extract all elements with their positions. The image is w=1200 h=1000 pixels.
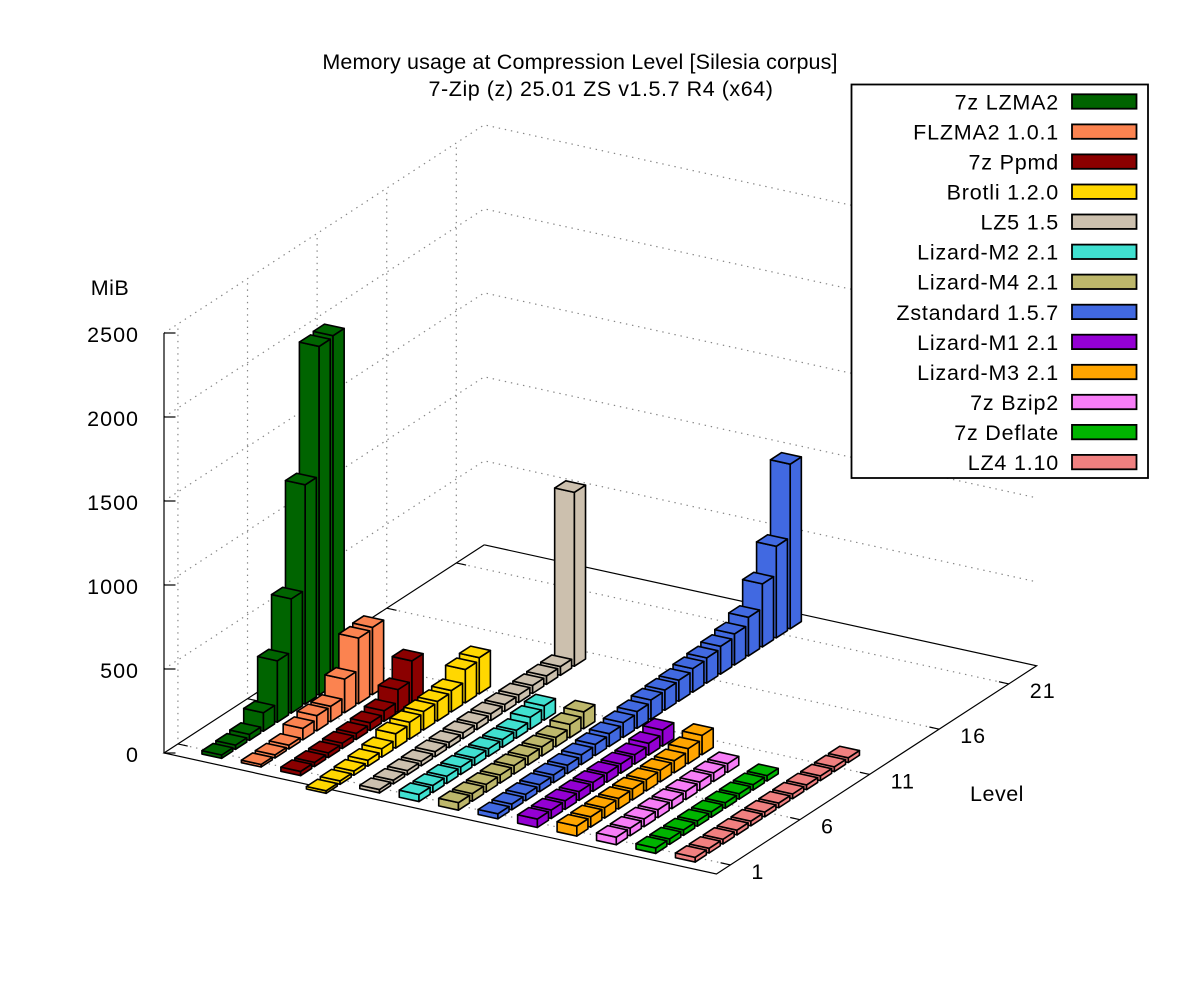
svg-text:6: 6 <box>821 815 834 839</box>
svg-text:1500: 1500 <box>87 491 139 515</box>
svg-text:LZ5 1.5: LZ5 1.5 <box>980 211 1059 235</box>
svg-text:Lizard-M1 2.1: Lizard-M1 2.1 <box>917 331 1059 355</box>
svg-text:21: 21 <box>1030 679 1056 703</box>
svg-text:0: 0 <box>126 743 139 767</box>
svg-text:7z LZMA2: 7z LZMA2 <box>955 90 1059 114</box>
svg-text:Memory usage at Compression Le: Memory usage at Compression Level [Siles… <box>322 50 837 74</box>
svg-text:7z Ppmd: 7z Ppmd <box>969 151 1059 175</box>
svg-text:1000: 1000 <box>87 575 139 599</box>
svg-text:1: 1 <box>751 860 764 884</box>
svg-text:Brotli 1.2.0: Brotli 1.2.0 <box>947 181 1059 205</box>
svg-text:11: 11 <box>891 769 915 793</box>
svg-text:Lizard-M3 2.1: Lizard-M3 2.1 <box>917 361 1059 385</box>
svg-text:FLZMA2 1.0.1: FLZMA2 1.0.1 <box>913 121 1059 145</box>
svg-text:2500: 2500 <box>87 323 139 347</box>
svg-text:MiB: MiB <box>91 276 130 300</box>
svg-text:16: 16 <box>960 724 986 748</box>
svg-text:7z Bzip2: 7z Bzip2 <box>970 391 1059 415</box>
svg-text:500: 500 <box>100 659 139 683</box>
svg-text:Zstandard 1.5.7: Zstandard 1.5.7 <box>896 301 1059 325</box>
svg-text:Lizard-M2 2.1: Lizard-M2 2.1 <box>917 241 1059 265</box>
svg-text:LZ4 1.10: LZ4 1.10 <box>968 451 1059 475</box>
svg-text:7z Deflate: 7z Deflate <box>954 421 1059 445</box>
svg-text:Level: Level <box>970 782 1024 806</box>
svg-text:2000: 2000 <box>87 407 139 431</box>
svg-text:7-Zip (z) 25.01 ZS v1.5.7 R4 (: 7-Zip (z) 25.01 ZS v1.5.7 R4 (x64) <box>429 77 774 101</box>
svg-text:Lizard-M4 2.1: Lizard-M4 2.1 <box>917 271 1059 295</box>
